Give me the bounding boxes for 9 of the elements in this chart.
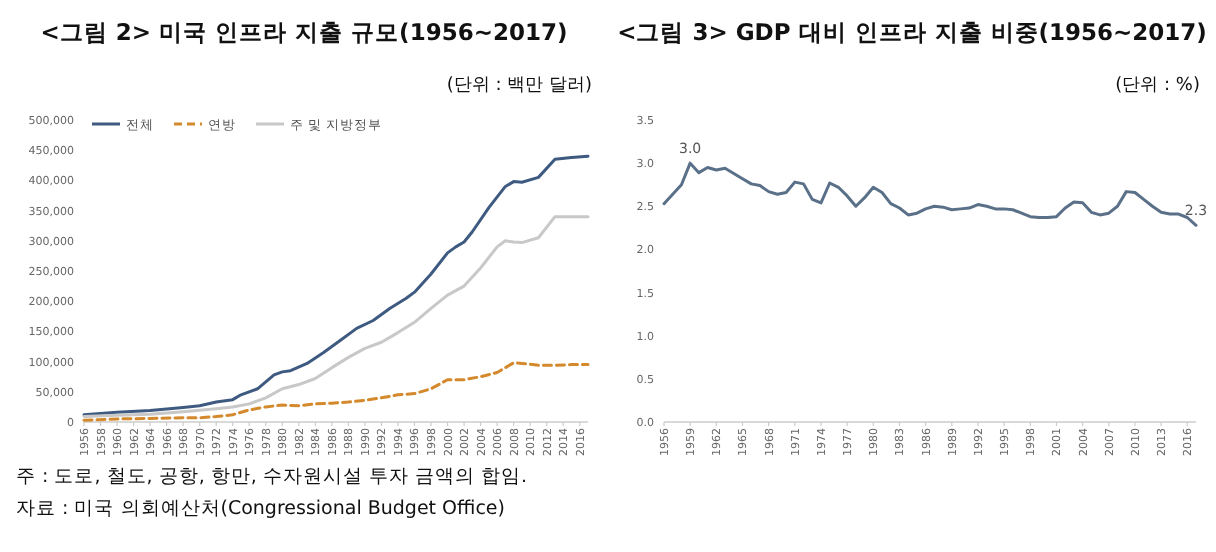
chart-title: <그림 2> 미국 인프라 지출 규모(1956~2017) — [40, 18, 568, 46]
text: 자료 : 미국 의회예산처(Congressional Budget Office) — [16, 498, 505, 520]
chart-subtitle: (단위 : 백만 달러) — [446, 76, 592, 96]
line-series — [82, 215, 590, 419]
chart-title: <그림 3> GDP 대비 인프라 지출 비중(1956~2017) — [617, 18, 1207, 46]
line-series — [82, 154, 590, 417]
line-series — [82, 361, 590, 422]
text: 주 : 도로, 철도, 공항, 항만, 수자원시설 투자 금액의 합임. — [16, 466, 527, 488]
chart-subtitle: (단위 : %) — [1115, 76, 1200, 96]
